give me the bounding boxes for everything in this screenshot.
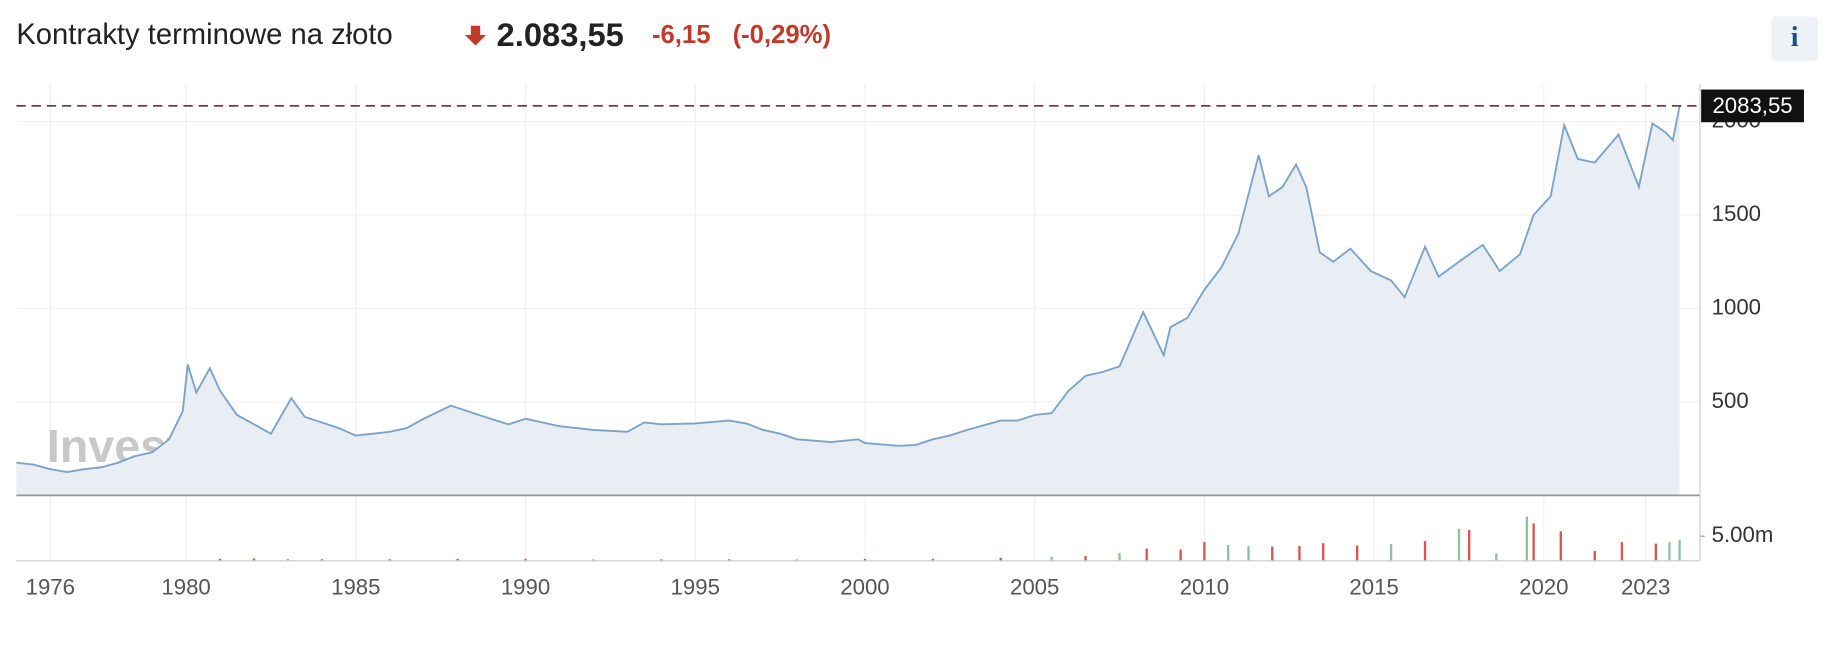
volume-bar [286,558,290,561]
volume-bar [1678,540,1681,561]
volume-bar [1226,545,1230,561]
y-tick-label: 1000 [1712,294,1761,319]
volume-bar [1457,528,1461,561]
x-tick-label: 1995 [671,575,720,600]
x-tick-label: 2005 [1010,575,1059,600]
volume-bar [931,558,935,561]
volume-bar [1145,548,1148,561]
price-tag-label: 2083,55 [1712,93,1792,118]
info-icon[interactable]: i [1791,22,1799,53]
info-button[interactable] [1771,16,1818,61]
x-tick-label: 1985 [331,575,380,600]
volume-bar [728,559,731,561]
volume-bar [1298,546,1301,561]
volume-bar [1668,542,1671,561]
volume-bar [218,558,222,561]
volume-bar [1532,523,1535,561]
x-tick-label: 2023 [1621,575,1670,600]
volume-bar [1355,545,1359,561]
change-percent: (-0,29%) [733,21,831,49]
price-line [16,105,1681,473]
y-tick-label: 1500 [1712,201,1761,226]
volume-bar [1322,543,1325,561]
volume-bar [456,558,459,561]
volume-bar [1495,553,1498,561]
volume-bar [1654,543,1658,561]
volume-bar [1525,516,1529,561]
volume-bar [660,559,663,561]
x-tick-label: 1980 [161,575,210,600]
volume-bar [1084,555,1087,561]
price-tag [1701,89,1804,123]
down-arrow [465,25,487,46]
volume-bar [1179,549,1182,561]
volume-bar [252,558,256,561]
x-tick-label: 1990 [501,575,550,600]
x-tick-label: 2010 [1180,575,1229,600]
volume-bar [1620,542,1624,561]
volume-bar [1389,544,1393,561]
volume-tick-label: 5.00m [1712,522,1774,547]
volume-bar [1593,550,1596,561]
x-tick-label: 2000 [840,575,889,600]
volume-bar [1118,552,1121,561]
change: -6,15 [652,21,711,49]
volume-bar [592,559,595,561]
x-tick-label: 2015 [1349,575,1398,600]
title: Kontrakty terminowe na złoto [16,19,392,51]
volume-bar [1050,556,1053,561]
volume-bar [1247,546,1250,561]
y-tick-label: 500 [1712,388,1749,413]
volume-bar [388,559,391,561]
volume-bar [1423,541,1427,561]
price: 2.083,55 [497,16,624,53]
volume-bar [1203,542,1206,561]
volume-bar [863,558,867,561]
x-tick-label: 2020 [1519,575,1568,600]
x-tick-label: 1976 [26,575,75,600]
volume-bar [1559,531,1562,561]
volume-bar [1271,546,1274,561]
volume-bar [999,557,1002,561]
volume-bar [524,558,527,561]
plot: 5001000150020001976198019851990199520002… [16,84,1804,600]
volume-bar [1467,529,1471,561]
area [16,105,1680,496]
volume-bar [795,559,799,561]
volume-bar [320,559,324,561]
